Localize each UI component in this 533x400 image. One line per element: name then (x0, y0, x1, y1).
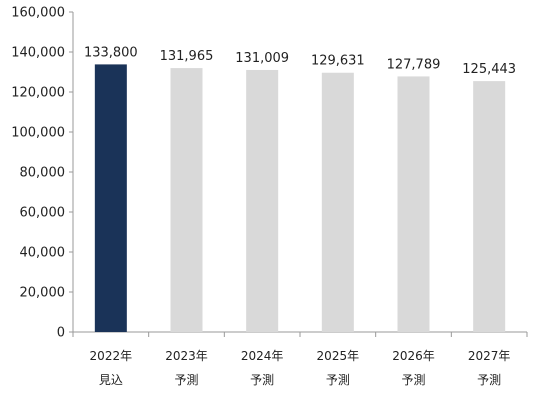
y-tick-label: 80,000 (20, 166, 66, 181)
y-tick-label: 100,000 (11, 126, 65, 141)
data-label-4: 129,631 (311, 54, 365, 69)
y-tick-label: 60,000 (20, 206, 66, 221)
bar-4 (321, 72, 354, 332)
y-axis: 0 20,000 40,000 60,000 80,000 100,000 120,000 1… (11, 6, 74, 341)
category-label-year: 2027年 (468, 349, 511, 363)
x-axis (72, 331, 528, 337)
y-tick-label: 120,000 (11, 86, 65, 101)
data-labels: 133,800 131,965 131,009 129,631 127,789 125,4… (84, 45, 516, 77)
y-tick-label: 160,000 (11, 6, 65, 21)
bar-5 (397, 76, 430, 332)
bar-3 (246, 69, 279, 333)
bars (94, 64, 506, 333)
data-label-3: 131,009 (235, 51, 289, 66)
category-label-year: 2026年 (392, 349, 435, 363)
data-label-1: 133,800 (84, 45, 138, 60)
bar-1 (94, 64, 127, 333)
category-label-type: 予測 (250, 373, 274, 387)
category-label-year: 2023年 (165, 349, 208, 363)
category-label-year: 2025年 (317, 349, 360, 363)
y-tick-label: 140,000 (11, 46, 65, 61)
category-label-type: 予測 (477, 373, 501, 387)
bar-2 (170, 68, 203, 332)
data-label-6: 125,443 (462, 62, 516, 77)
category-label-type: 予測 (401, 373, 425, 387)
category-label-type: 予測 (174, 373, 198, 387)
y-tick-label: 40,000 (20, 246, 66, 261)
data-label-2: 131,965 (160, 49, 214, 64)
bar-6 (473, 81, 506, 332)
category-label-type: 予測 (326, 373, 350, 387)
y-tick-label: 20,000 (20, 286, 66, 301)
category-label-year: 2022年 (90, 349, 133, 363)
data-label-5: 127,789 (387, 57, 441, 72)
category-label-type: 見込 (99, 373, 123, 387)
category-label-year: 2024年 (241, 349, 284, 363)
y-tick-label: 0 (57, 326, 65, 341)
